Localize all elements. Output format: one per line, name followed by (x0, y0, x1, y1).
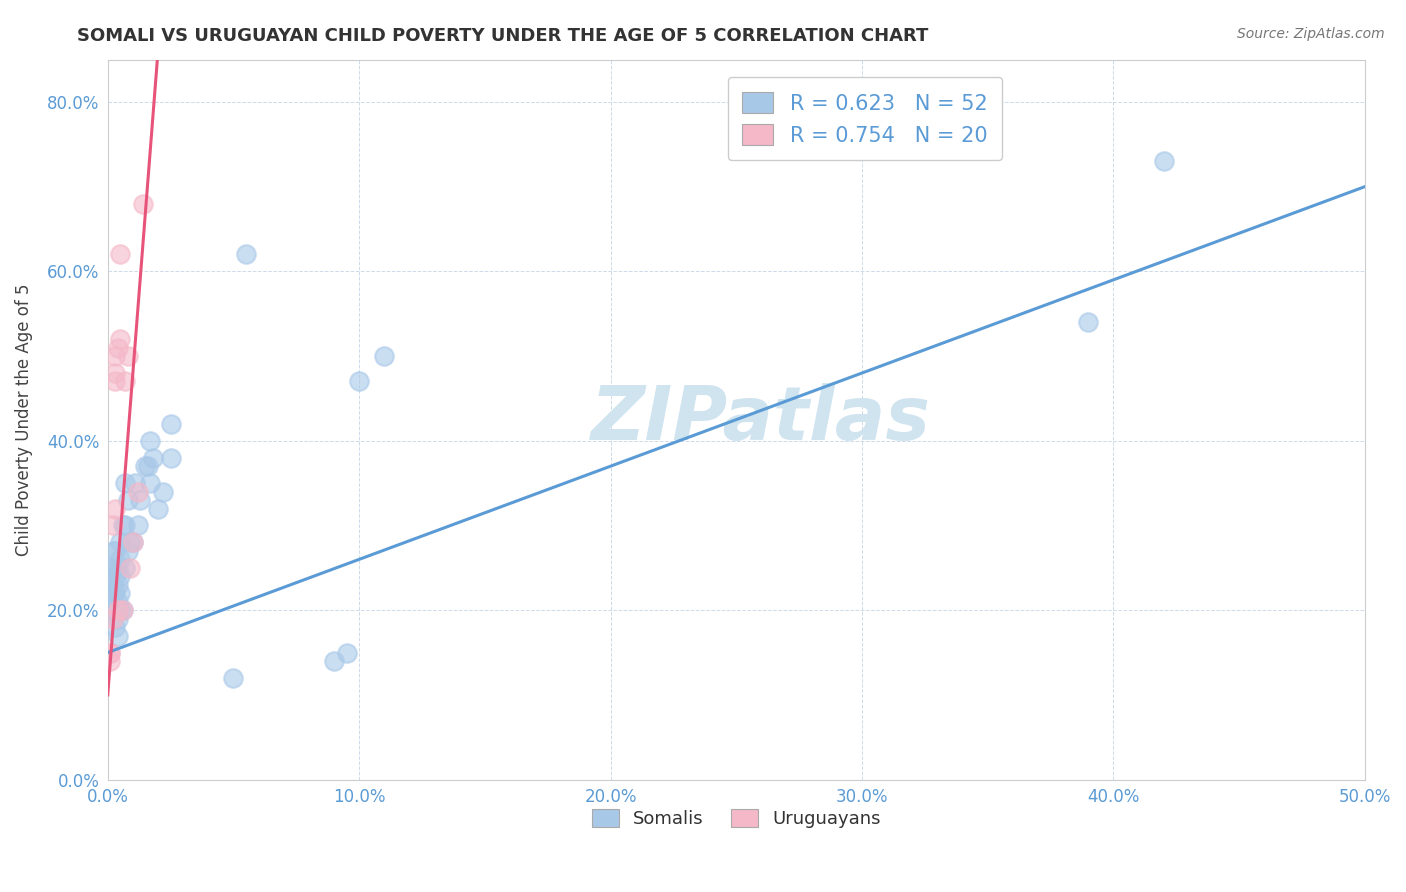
Point (132, 196, 155, 211)
Text: Source: ZipAtlas.com: Source: ZipAtlas.com (1237, 27, 1385, 41)
Point (104, 603, 127, 617)
Point (114, 518, 136, 533)
Point (110, 603, 132, 617)
Point (110, 552, 132, 566)
Point (139, 476, 162, 491)
Point (127, 484, 149, 499)
Point (104, 561, 127, 575)
Point (98, 569, 121, 583)
Point (117, 493, 139, 508)
Point (110, 535, 132, 549)
Point (111, 518, 134, 533)
Point (111, 603, 134, 617)
Point (121, 535, 143, 549)
Point (1153, 154, 1175, 169)
Point (235, 247, 257, 261)
Point (98, 646, 121, 660)
Point (98, 646, 121, 660)
Point (104, 349, 127, 363)
Point (127, 518, 149, 533)
Point (347, 375, 370, 389)
Point (101, 612, 124, 626)
Point (101, 578, 124, 592)
Y-axis label: Child Poverty Under the Age of 5: Child Poverty Under the Age of 5 (15, 284, 32, 556)
Point (107, 603, 129, 617)
Point (117, 349, 139, 363)
Point (107, 612, 129, 626)
Point (121, 535, 143, 549)
Point (323, 654, 346, 668)
Point (146, 501, 169, 516)
Point (104, 366, 127, 380)
Legend: Somalis, Uruguayans: Somalis, Uruguayans (585, 802, 889, 836)
Point (117, 544, 139, 558)
Point (107, 578, 129, 592)
Point (101, 518, 124, 533)
Point (104, 544, 127, 558)
Point (120, 561, 142, 575)
Point (101, 544, 124, 558)
Point (373, 349, 395, 363)
Point (101, 561, 124, 575)
Point (139, 434, 162, 448)
Point (114, 561, 136, 575)
Point (142, 450, 165, 465)
Point (104, 375, 127, 389)
Point (124, 476, 146, 491)
Point (129, 493, 152, 508)
Point (152, 484, 174, 499)
Point (104, 501, 127, 516)
Point (104, 586, 127, 600)
Point (110, 247, 132, 261)
Point (107, 341, 129, 355)
Point (110, 332, 132, 346)
Point (110, 586, 132, 600)
Point (159, 417, 181, 431)
Point (1077, 315, 1099, 329)
Point (136, 459, 159, 474)
Point (107, 629, 129, 643)
Point (120, 535, 142, 549)
Point (134, 459, 156, 474)
Point (107, 595, 129, 609)
Point (111, 603, 134, 617)
Point (101, 603, 124, 617)
Point (335, 646, 357, 660)
Point (222, 671, 245, 685)
Point (101, 586, 124, 600)
Point (104, 620, 127, 634)
Point (104, 569, 127, 583)
Point (159, 450, 181, 465)
Point (107, 561, 129, 575)
Point (110, 569, 132, 583)
Point (114, 375, 136, 389)
Point (114, 476, 136, 491)
Text: SOMALI VS URUGUAYAN CHILD POVERTY UNDER THE AGE OF 5 CORRELATION CHART: SOMALI VS URUGUAYAN CHILD POVERTY UNDER … (77, 27, 929, 45)
Point (98, 654, 121, 668)
Text: ZIPatlas: ZIPatlas (592, 383, 931, 456)
Point (98, 586, 121, 600)
